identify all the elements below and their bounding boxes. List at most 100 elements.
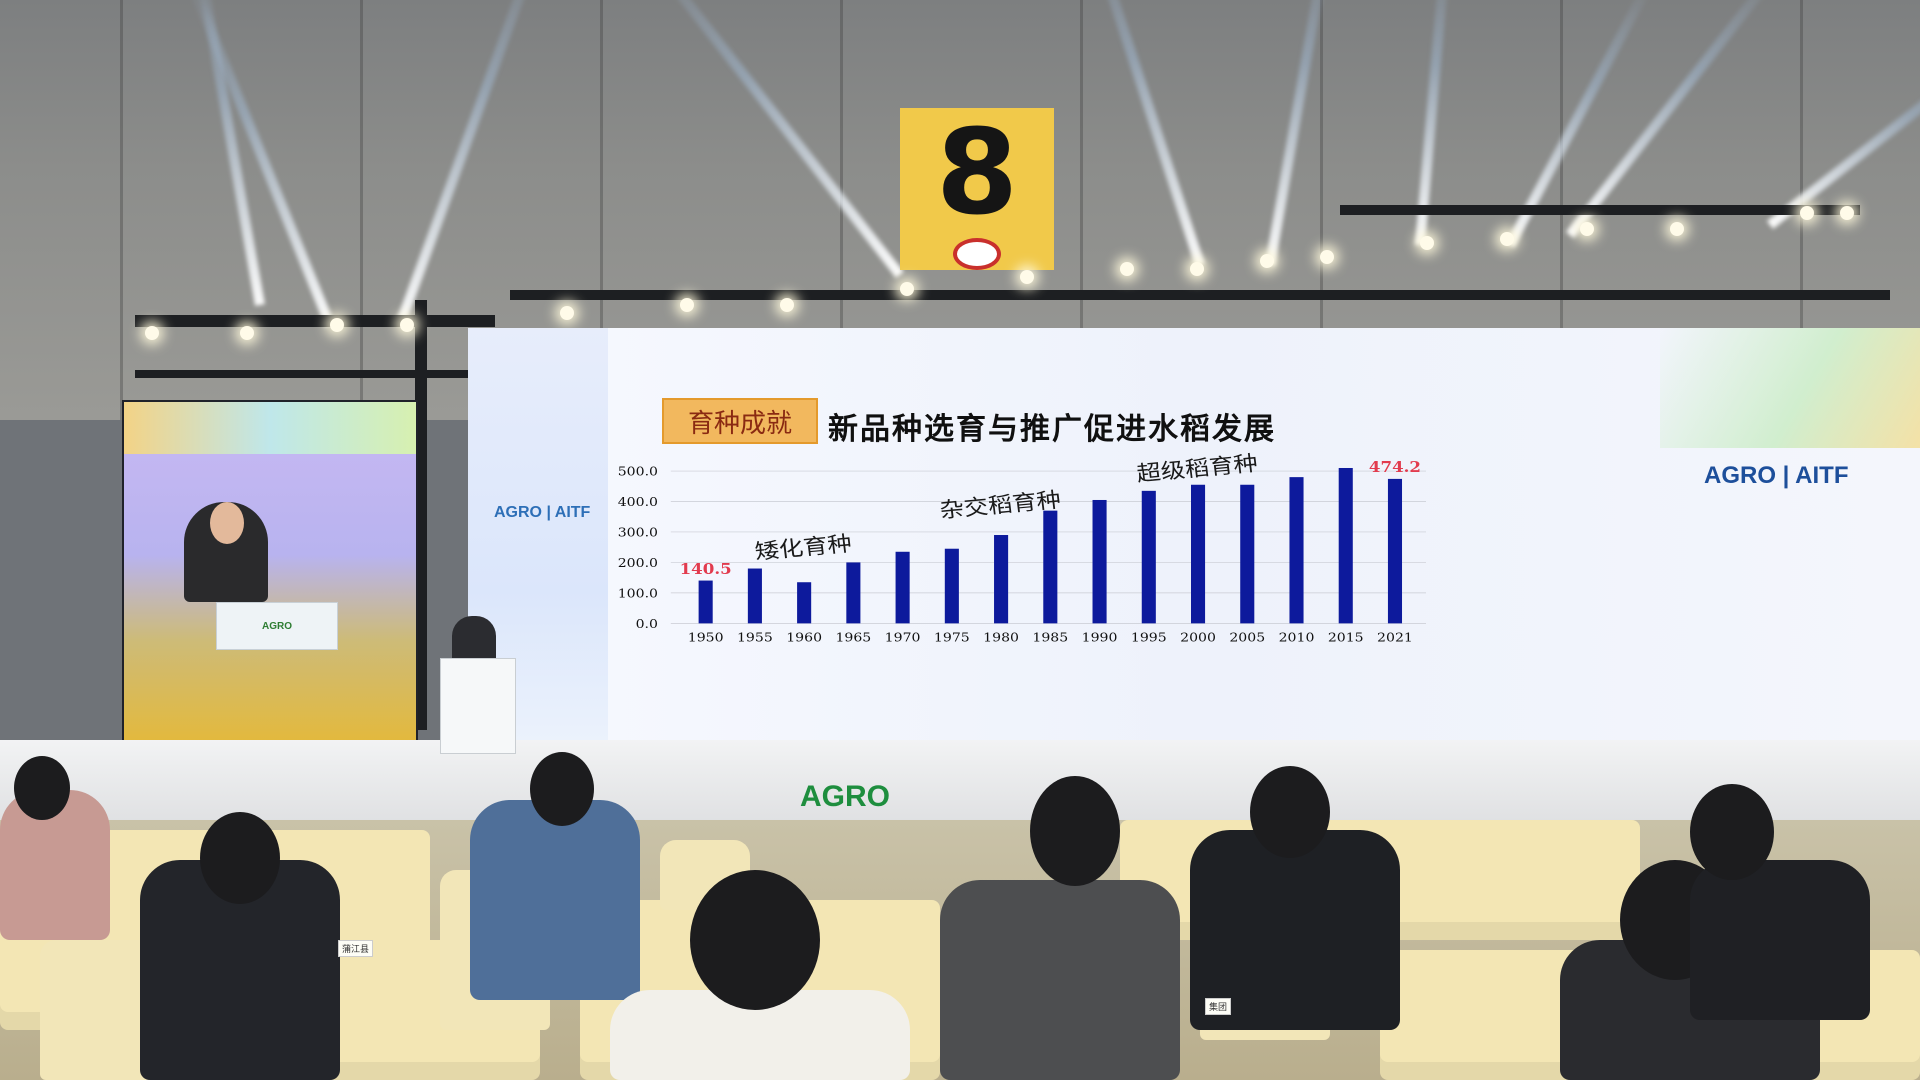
light-beam <box>192 0 265 306</box>
y-tick-label: 0.0 <box>636 618 658 632</box>
x-tick-label: 2015 <box>1328 631 1364 645</box>
ceiling-rib <box>360 0 363 420</box>
rice-yield-bar-chart: 0.0 100.0 200.0 300.0 400.0 500.0 1950 1955 1960… <box>618 452 1426 645</box>
truss-tower <box>415 300 427 730</box>
nameplate: 蒲江县 <box>338 940 374 957</box>
x-tick-label: 1970 <box>885 631 921 645</box>
y-tick-label: 300.0 <box>618 526 658 540</box>
slide-decoration <box>1660 328 1920 448</box>
x-tick-label: 1995 <box>1131 631 1167 645</box>
podium <box>440 658 516 754</box>
no-smoking-icon <box>953 238 1001 270</box>
bar-1990 <box>1092 499 1107 624</box>
audience-head <box>690 870 820 1010</box>
bar-1980 <box>994 535 1009 624</box>
bar-1965 <box>846 562 861 624</box>
y-tick-label: 500.0 <box>618 465 658 479</box>
presentation-slide: 育种成就 新品种选育与推广促进水稻发展 AGRO | AITF AGRO | A… <box>468 328 1920 768</box>
ceiling-rib <box>840 0 843 420</box>
bar-2005 <box>1240 484 1255 624</box>
audience-member <box>940 880 1180 1080</box>
light-beam <box>1083 0 1205 267</box>
stage-lamp <box>1800 206 1814 220</box>
stage-lamp <box>1840 206 1854 220</box>
chart-bars <box>698 467 1403 624</box>
stage-lamp <box>1670 222 1684 236</box>
bar-2010 <box>1289 477 1304 624</box>
y-tick-label: 100.0 <box>618 587 658 601</box>
audience-head <box>14 756 70 820</box>
stage-lamp <box>145 326 159 340</box>
audience-head <box>1250 766 1330 858</box>
stage-brand-logo: AGRO <box>800 780 890 813</box>
stage-lamp <box>240 326 254 340</box>
bar-1995 <box>1141 490 1156 624</box>
light-beam <box>395 0 549 327</box>
stage-lamp <box>1120 262 1134 276</box>
slide-title: 新品种选育与推广促进水稻发展 <box>828 412 1276 447</box>
nameplate: 集团 <box>1205 998 1232 1015</box>
hall-number-sign: 8 <box>900 108 1054 270</box>
y-axis-ticks: 0.0 100.0 200.0 300.0 400.0 500.0 <box>618 465 658 631</box>
audience-head <box>1690 784 1774 880</box>
bar-1985 <box>1043 510 1058 624</box>
x-tick-label: 1990 <box>1082 631 1118 645</box>
screen-banner <box>124 402 416 454</box>
ceiling-rib <box>1080 0 1083 420</box>
bar-2015 <box>1338 467 1353 624</box>
speaker-head <box>210 502 244 544</box>
stage-lamp <box>1190 262 1204 276</box>
x-tick-label: 1950 <box>688 631 724 645</box>
x-tick-label: 1965 <box>835 631 871 645</box>
ceiling-rib <box>120 0 123 420</box>
x-tick-label: 1985 <box>1032 631 1068 645</box>
stage-lamp <box>1260 254 1274 268</box>
slide-logo-left: AGRO | AITF <box>494 504 591 521</box>
light-truss <box>510 290 1890 300</box>
stage-lamp <box>1420 236 1434 250</box>
annotation-0: 矮化育种 <box>754 532 854 565</box>
x-tick-label: 1980 <box>983 631 1019 645</box>
audience-head <box>530 752 594 826</box>
left-led-screen: AGRO <box>122 400 418 744</box>
light-truss <box>135 315 495 327</box>
stage-lamp <box>560 306 574 320</box>
audience-member <box>1190 830 1400 1030</box>
bar-1950 <box>698 580 713 624</box>
stage-lamp <box>680 298 694 312</box>
bar-1960 <box>797 582 812 624</box>
chart-data-labels: 140.5 474.2 <box>680 458 1421 577</box>
light-beam <box>1766 36 1920 229</box>
stage-lamp <box>1580 222 1594 236</box>
light-beam <box>1265 0 1334 266</box>
x-tick-label: 1955 <box>737 631 773 645</box>
stage-lamp <box>900 282 914 296</box>
light-truss <box>1340 205 1860 215</box>
hall-number: 8 <box>935 103 1019 241</box>
bar-1975 <box>944 548 959 624</box>
ceiling-rib <box>600 0 603 420</box>
bar-2021 <box>1387 478 1403 624</box>
bar-2000 <box>1190 484 1206 624</box>
audience-head <box>1030 776 1120 886</box>
stage-lamp <box>780 298 794 312</box>
audience-head <box>200 812 280 904</box>
x-tick-label: 2000 <box>1180 631 1216 645</box>
x-axis-ticks: 1950 1955 1960 1965 1970 1975 1980 1985 1990 1995… <box>688 631 1413 645</box>
light-beam <box>637 0 904 279</box>
annotation-2: 超级稻育种 <box>1135 452 1259 487</box>
x-tick-label: 1975 <box>934 631 970 645</box>
y-tick-label: 400.0 <box>618 496 658 510</box>
lectern-logo: AGRO <box>216 602 338 650</box>
slide-section-tag: 育种成就 <box>662 398 818 444</box>
stage-lamp <box>1500 232 1514 246</box>
stage-lamp <box>1320 250 1334 264</box>
bar-1955 <box>747 568 762 624</box>
ceiling-rib <box>1320 0 1323 420</box>
x-tick-label: 2021 <box>1377 631 1413 645</box>
stage-front <box>0 740 1920 830</box>
chart-group: 0.0 100.0 200.0 300.0 400.0 500.0 1950 1955 1960… <box>618 452 1426 645</box>
data-label-1950: 140.5 <box>680 560 732 578</box>
stage-lamp <box>330 318 344 332</box>
data-label-2021: 474.2 <box>1369 458 1421 476</box>
